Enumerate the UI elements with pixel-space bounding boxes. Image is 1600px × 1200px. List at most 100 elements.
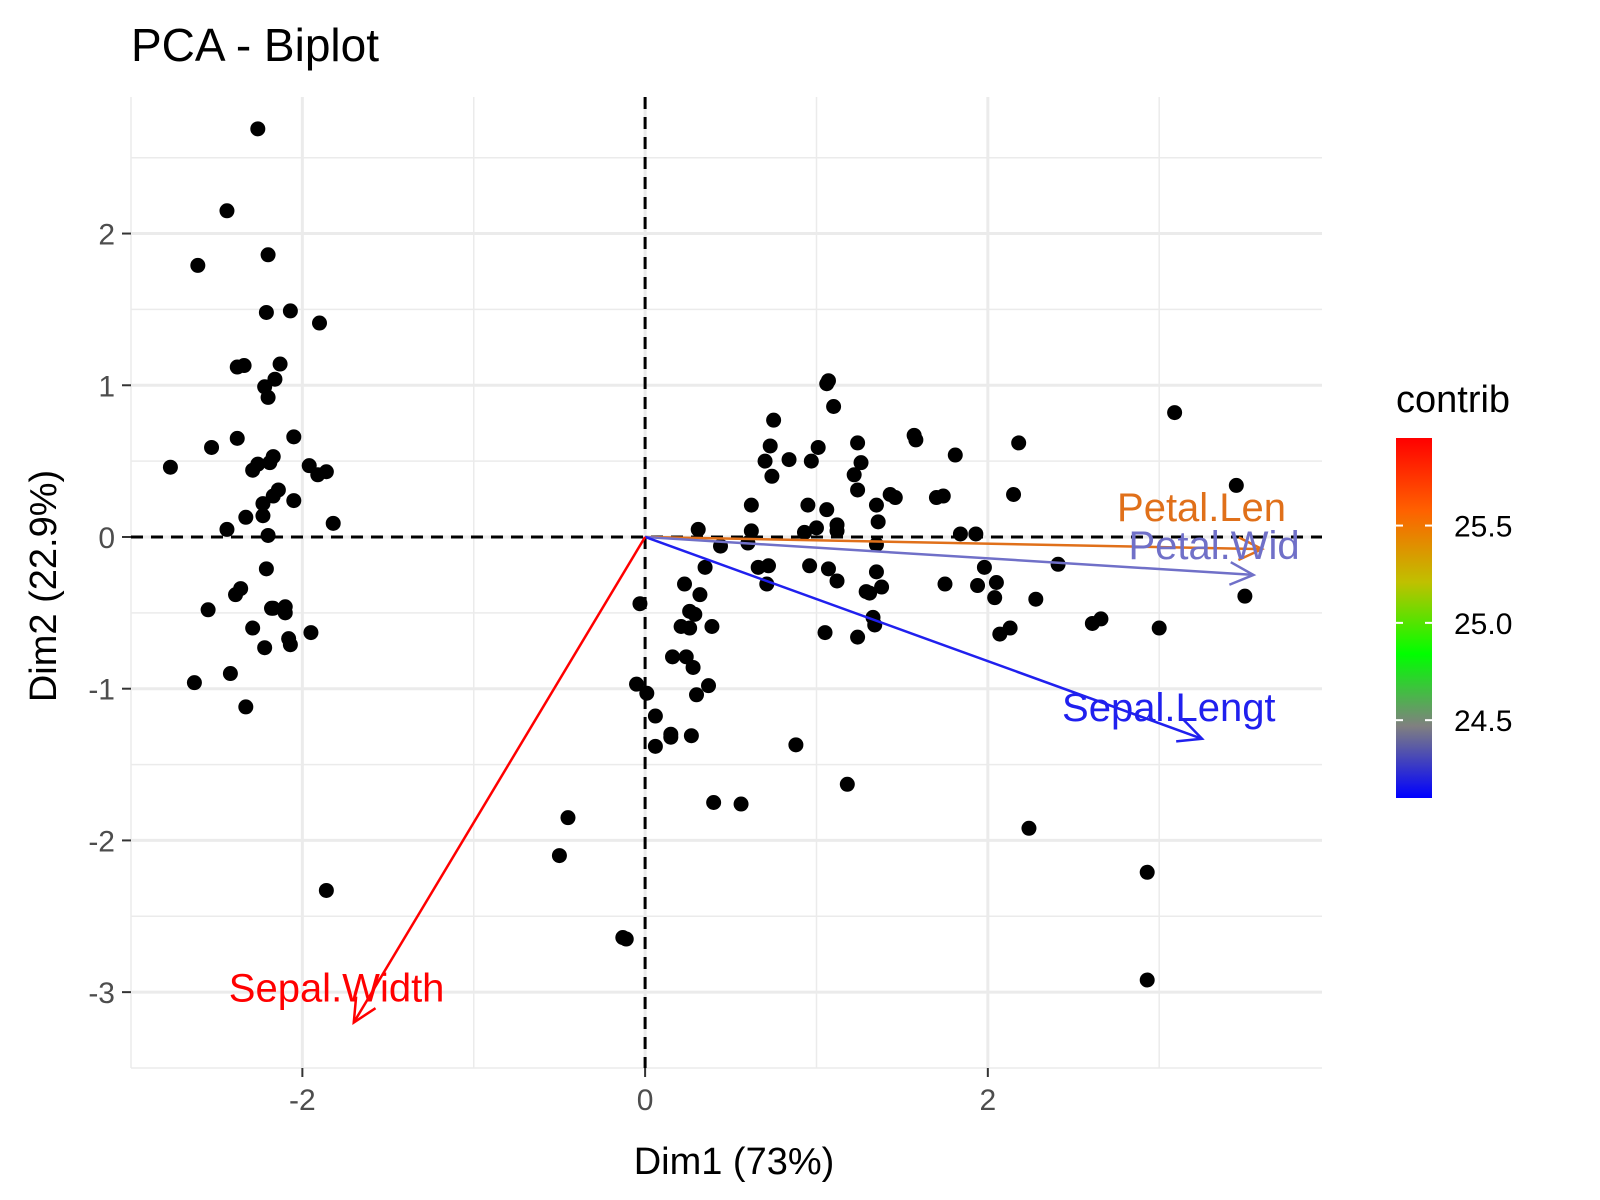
data-point — [647, 708, 663, 724]
data-point — [829, 573, 845, 589]
data-point — [839, 776, 855, 792]
data-point — [766, 412, 782, 428]
arrowhead-sepal-length — [1176, 719, 1205, 743]
data-point — [874, 579, 890, 595]
data-point — [629, 676, 645, 692]
data-point — [868, 537, 884, 553]
data-point — [238, 699, 254, 715]
grid-minor — [130, 97, 1322, 1069]
data-point — [260, 247, 276, 263]
data-point — [743, 523, 759, 539]
legend-tick-label: 25.5 — [1454, 511, 1512, 544]
data-point — [229, 430, 245, 446]
data-point — [1021, 820, 1037, 836]
arrowhead-petal-length — [1237, 536, 1265, 562]
data-point — [560, 810, 576, 826]
data-point — [781, 452, 797, 468]
y-axis-ticks: -3 -2 -1 0 1 2 — [88, 219, 131, 1010]
data-point — [1050, 556, 1066, 572]
x-tick-label: -2 — [289, 1084, 316, 1117]
data-point — [238, 509, 254, 525]
arrow-petal-length — [645, 535, 1263, 551]
data-point — [255, 508, 271, 524]
data-point — [788, 737, 804, 753]
data-point — [639, 685, 655, 701]
y-axis-title: Dim2 (22.9%) — [23, 470, 65, 702]
data-point — [1151, 620, 1167, 636]
data-point — [802, 558, 818, 574]
y-tick-label: 2 — [98, 219, 115, 252]
data-point — [677, 576, 693, 592]
data-point — [245, 462, 261, 478]
variable-label-petal-length: Petal.Len — [1117, 486, 1286, 530]
data-point — [250, 121, 266, 137]
data-point — [632, 596, 648, 612]
data-point — [663, 729, 679, 745]
data-point — [257, 640, 273, 656]
data-point — [937, 576, 953, 592]
data-point — [757, 453, 773, 469]
legend-ticks: 24.5 25.0 25.5 — [1396, 511, 1512, 738]
data-point — [810, 439, 826, 455]
data-point — [850, 482, 866, 498]
arrow-sepal-length — [644, 535, 1203, 740]
data-point — [743, 497, 759, 513]
data-point — [325, 515, 341, 531]
chart-title: PCA - Biplot — [131, 19, 379, 71]
data-point — [689, 687, 705, 703]
data-point — [303, 625, 319, 641]
data-point — [190, 257, 206, 273]
data-point — [764, 468, 780, 484]
data-point — [678, 649, 694, 665]
data-point — [968, 526, 984, 542]
data-point — [186, 675, 202, 691]
data-point — [1228, 477, 1244, 493]
data-point — [683, 728, 699, 744]
data-point — [282, 303, 298, 319]
data-point — [318, 882, 334, 898]
data-point — [706, 794, 722, 810]
data-point — [1093, 611, 1109, 627]
data-point — [277, 599, 293, 615]
data-point — [265, 488, 281, 504]
data-point — [551, 848, 567, 864]
data-point — [228, 587, 244, 603]
data-point — [846, 467, 862, 483]
data-point — [1237, 588, 1253, 604]
x-tick-label: 2 — [979, 1084, 996, 1117]
y-tick-label: 1 — [98, 370, 115, 403]
data-point — [987, 590, 1003, 606]
y-tick-label: -1 — [88, 674, 115, 707]
variable-label-sepal-length: Sepal.Lengt — [1062, 686, 1276, 730]
variable-label-sepal-width: Sepal.Width — [229, 966, 445, 1010]
data-point — [260, 527, 276, 543]
arrow-sepal-width — [352, 536, 647, 1024]
data-point — [647, 738, 663, 754]
data-point — [858, 584, 874, 600]
data-point — [887, 490, 903, 506]
legend-title: contrib — [1396, 379, 1510, 421]
arrow-petal-width — [645, 535, 1254, 577]
data-point — [312, 315, 328, 331]
data-point — [267, 371, 283, 387]
data-point — [255, 496, 271, 512]
x-axis-title: Dim1 (73%) — [634, 1141, 835, 1183]
data-point — [829, 517, 845, 533]
data-point — [819, 376, 835, 392]
data-point — [803, 453, 819, 469]
data-point — [870, 514, 886, 530]
data-point — [868, 497, 884, 513]
data-point — [272, 356, 288, 372]
data-point — [1011, 435, 1027, 451]
legend-tick-label: 24.5 — [1454, 705, 1512, 738]
data-point — [868, 564, 884, 580]
data-point — [1167, 405, 1183, 421]
data-point — [819, 502, 835, 518]
data-point — [850, 629, 866, 645]
arrowhead-sepal-width — [352, 996, 377, 1025]
data-point — [692, 587, 708, 603]
